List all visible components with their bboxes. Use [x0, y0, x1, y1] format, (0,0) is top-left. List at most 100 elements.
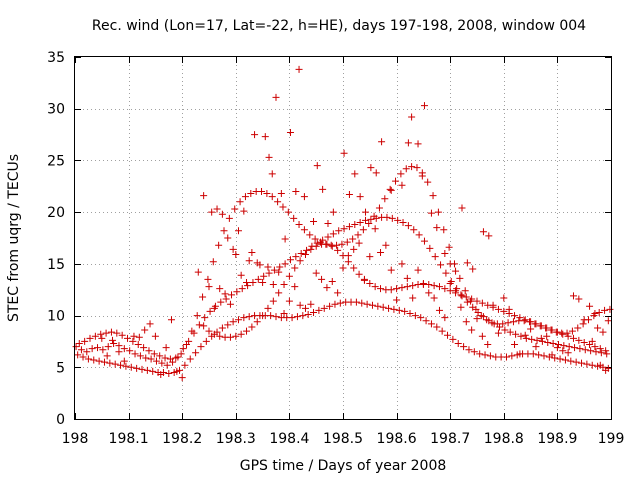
data-point [365, 220, 373, 228]
data-point [178, 374, 186, 382]
data-point [363, 300, 371, 308]
data-point [393, 296, 401, 304]
y-axis-label: STEC from uqrg / TECUs [6, 154, 22, 322]
data-point [587, 347, 595, 355]
data-point [569, 334, 577, 342]
data-point [462, 318, 470, 326]
data-point [136, 352, 144, 360]
data-point [194, 268, 202, 276]
data-point [569, 292, 577, 300]
data-point [259, 312, 267, 320]
data-point [272, 313, 280, 321]
data-point [312, 269, 320, 277]
data-point [402, 165, 410, 173]
data-point [140, 344, 148, 352]
data-point [473, 315, 481, 323]
data-point [410, 226, 418, 234]
data-point [549, 339, 557, 347]
data-point [81, 337, 89, 345]
data-point [328, 242, 336, 250]
data-point [122, 362, 130, 370]
data-point [258, 187, 266, 195]
data-point [129, 337, 137, 345]
data-point [603, 350, 611, 358]
data-point [473, 297, 481, 305]
data-point [166, 355, 174, 363]
data-point [313, 162, 321, 170]
x-tick-label: 198.1 [109, 431, 149, 447]
y-tick-label: 30 [47, 102, 65, 118]
data-point [340, 149, 348, 157]
data-point [559, 330, 567, 338]
data-point [329, 230, 337, 238]
data-point [351, 221, 359, 229]
data-point [350, 245, 358, 253]
data-point [508, 352, 516, 360]
data-point [231, 205, 239, 213]
data-point [268, 193, 276, 201]
data-point [310, 308, 318, 316]
data-point [408, 113, 416, 121]
data-point [222, 295, 230, 303]
x-tick-label: 198.6 [377, 431, 417, 447]
data-point [141, 326, 149, 334]
data-point [248, 248, 256, 256]
data-point [483, 316, 491, 324]
data-point [418, 172, 426, 180]
data-point [307, 245, 315, 253]
data-point [288, 314, 296, 322]
x-tick-labels: 198 198.1 198.2 198.3 198.4 198.5 198.6 198.7 19… [62, 431, 625, 447]
data-point [355, 239, 363, 247]
data-point [563, 329, 571, 337]
data-point [268, 170, 276, 178]
data-point [488, 319, 496, 327]
data-point [259, 278, 267, 286]
data-point [527, 318, 535, 326]
data-point [329, 208, 337, 216]
data-point [97, 330, 105, 338]
data-point [253, 259, 261, 267]
data-point [554, 341, 562, 349]
data-point [146, 320, 154, 328]
data-point [162, 344, 170, 352]
data-point [374, 302, 382, 310]
data-point [303, 246, 311, 254]
data-point [457, 303, 465, 311]
data-point [594, 324, 602, 332]
data-point [103, 352, 111, 360]
data-point [486, 352, 494, 360]
data-point [465, 346, 473, 354]
data-point [345, 223, 353, 231]
data-point [477, 312, 485, 320]
data-point [217, 298, 225, 306]
data-point [561, 356, 569, 364]
axis-ticks [75, 57, 612, 420]
data-point [548, 326, 556, 334]
data-point [292, 187, 300, 195]
data-point [456, 274, 464, 282]
data-point [461, 287, 469, 295]
data-point [527, 325, 535, 333]
data-point [225, 214, 233, 222]
data-point [571, 344, 579, 352]
data-point [228, 291, 236, 299]
data-point [264, 304, 272, 312]
data-point [279, 203, 287, 211]
data-point [581, 346, 589, 354]
data-point [206, 307, 214, 315]
data-point [372, 169, 380, 177]
data-points [72, 65, 614, 382]
data-point [319, 185, 327, 193]
data-point [572, 358, 580, 366]
data-point [478, 332, 486, 340]
data-point [468, 295, 476, 303]
data-point [244, 282, 252, 290]
data-point [152, 357, 160, 365]
data-point [565, 343, 573, 351]
data-point [297, 250, 305, 258]
data-point [543, 332, 551, 340]
data-point [237, 271, 245, 279]
data-point [300, 226, 308, 234]
data-point [158, 359, 166, 367]
chart-title: Rec. wind (Lon=17, Lat=-22, h=HE), days … [92, 18, 586, 34]
